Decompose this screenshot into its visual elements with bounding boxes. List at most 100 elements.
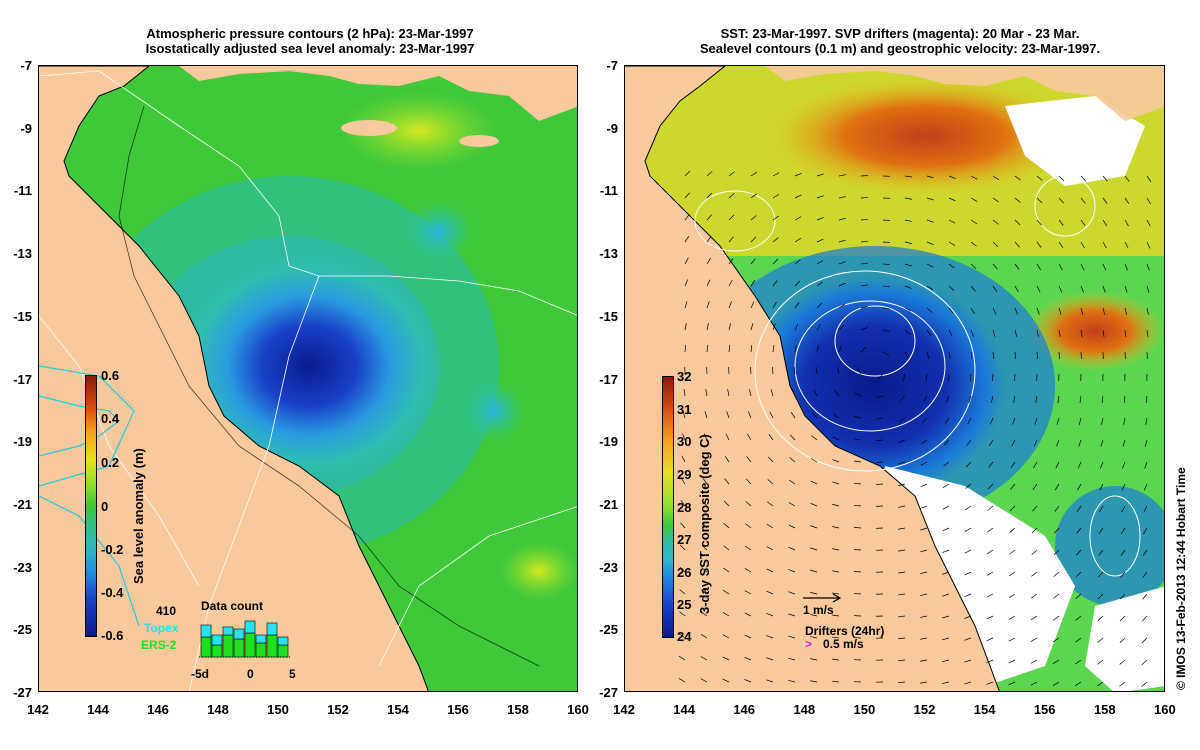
velocity-arrow: [926, 285, 934, 291]
velocity-arrow: [810, 502, 818, 507]
velocity-arrow: [1010, 461, 1016, 468]
velocity-arrow: [838, 345, 842, 353]
velocity-arrow: [772, 345, 775, 353]
velocity-arrow: [882, 285, 891, 288]
velocity-arrow: [1080, 263, 1085, 271]
velocity-arrow: [1032, 483, 1038, 490]
velocity-arrow: [882, 329, 890, 332]
data-count-ers2: ERS-2: [141, 638, 177, 652]
topex-bar: [233, 628, 245, 640]
velocity-arrow: [1143, 505, 1148, 513]
velocity-arrow: [970, 263, 977, 270]
velocity-arrow: [728, 171, 735, 177]
velocity-arrow: [1036, 351, 1038, 360]
velocity-arrow: [1010, 483, 1016, 490]
velocity-arrow: [987, 505, 994, 511]
left-colorbar-tick-0: 0.6: [101, 368, 120, 383]
velocity-arrow: [1124, 175, 1130, 182]
velocity-arrow: [948, 175, 956, 179]
velocity-arrow: [767, 501, 774, 507]
velocity-arrow: [832, 570, 840, 573]
velocity-arrow: [1146, 329, 1149, 337]
velocity-arrow: [810, 525, 818, 529]
velocity-arrow: [876, 395, 884, 399]
right-x-tick: 142: [613, 702, 635, 717]
velocity-arrow: [745, 478, 752, 485]
velocity-arrow: [926, 263, 934, 268]
velocity-arrow: [1146, 219, 1151, 227]
velocity-arrow: [992, 241, 999, 248]
left-y-tick: -27: [13, 685, 32, 700]
velocity-arrow: [1119, 659, 1126, 665]
velocity-arrow: [1122, 439, 1126, 447]
velocity-arrow: [1144, 461, 1148, 469]
right-x-tick: 148: [793, 702, 816, 717]
velocity-arrow: [1080, 219, 1086, 226]
velocity-arrow: [857, 367, 862, 375]
velocity-arrow: [860, 284, 868, 287]
velocity-arrow: [1124, 329, 1127, 337]
velocity-arrow: [1146, 285, 1150, 293]
velocity-arrow: [986, 659, 994, 663]
left-map[interactable]: 0.6 0.4 0.2 0 -0.2 -0.4 -0.6 Sea level a…: [38, 65, 578, 692]
velocity-arrow: [772, 194, 780, 199]
velocity-arrow: [724, 455, 730, 463]
velocity-arrow: [1146, 263, 1150, 271]
velocity-arrow: [794, 302, 800, 309]
left-colorbar-tick-2: 0.2: [101, 455, 120, 470]
velocity-arrow: [1075, 593, 1082, 599]
velocity-arrow: [772, 258, 779, 265]
pressure-contour-3: [378, 506, 577, 667]
velocity-arrow: [766, 613, 774, 617]
velocity-arrow: [832, 592, 840, 595]
velocity-arrow: [1080, 329, 1083, 337]
velocity-arrow: [706, 323, 709, 331]
right-map[interactable]: 32 31 30 29 28 27 26 25 24 3-day SST com…: [624, 65, 1165, 692]
velocity-arrow: [860, 175, 869, 177]
velocity-arrow: [1100, 439, 1104, 447]
velocity-arrow: [810, 680, 818, 683]
velocity-arrow: [750, 215, 757, 221]
velocity-arrow: [682, 433, 686, 441]
right-colorbar-tick-2: 30: [677, 434, 692, 449]
velocity-arrow: [921, 417, 928, 424]
velocity-arrow: [704, 411, 708, 419]
ers2-bar: [266, 634, 278, 658]
coastline-right: [625, 66, 1000, 691]
velocity-arrow: [1058, 175, 1065, 182]
velocity-arrow: [770, 389, 774, 397]
velocity-arrow: [750, 193, 757, 199]
depth-contour: [118, 105, 540, 667]
velocity-arrow: [1009, 549, 1016, 555]
velocity-arrow: [920, 571, 928, 575]
velocity-arrow: [1097, 681, 1104, 687]
velocity-arrow: [833, 413, 840, 419]
velocity-arrow: [682, 411, 686, 419]
velocity-arrow: [722, 634, 730, 639]
velocity-arrow: [964, 615, 972, 619]
velocity-arrow: [832, 548, 840, 551]
velocity-arrow: [992, 329, 996, 337]
velocity-arrow: [816, 345, 819, 353]
velocity-arrow: [1033, 461, 1038, 469]
right-colorbar-tick-7: 25: [677, 597, 692, 612]
velocity-arrow: [772, 215, 779, 221]
velocity-arrow: [705, 389, 708, 397]
velocity-arrow: [832, 503, 840, 507]
velocity-arrow: [1056, 439, 1060, 447]
velocity-arrow: [877, 373, 884, 380]
velocity-arrow: [816, 173, 824, 177]
velocity-arrow: [679, 566, 686, 573]
left-y-tick: -11: [13, 183, 32, 199]
velocity-arrow: [728, 323, 732, 331]
velocity-arrow: [970, 307, 975, 315]
velocity-arrow: [965, 461, 972, 468]
velocity-arrow: [1144, 439, 1148, 447]
left-x-tick: 154: [387, 702, 409, 717]
velocity-arrow: [964, 681, 972, 685]
velocity-arrow: [813, 389, 818, 397]
velocity-arrow: [986, 615, 994, 620]
left-x-tick: 156: [447, 702, 469, 717]
velocity-arrow: [1030, 659, 1038, 664]
velocity-arrow: [794, 237, 802, 243]
